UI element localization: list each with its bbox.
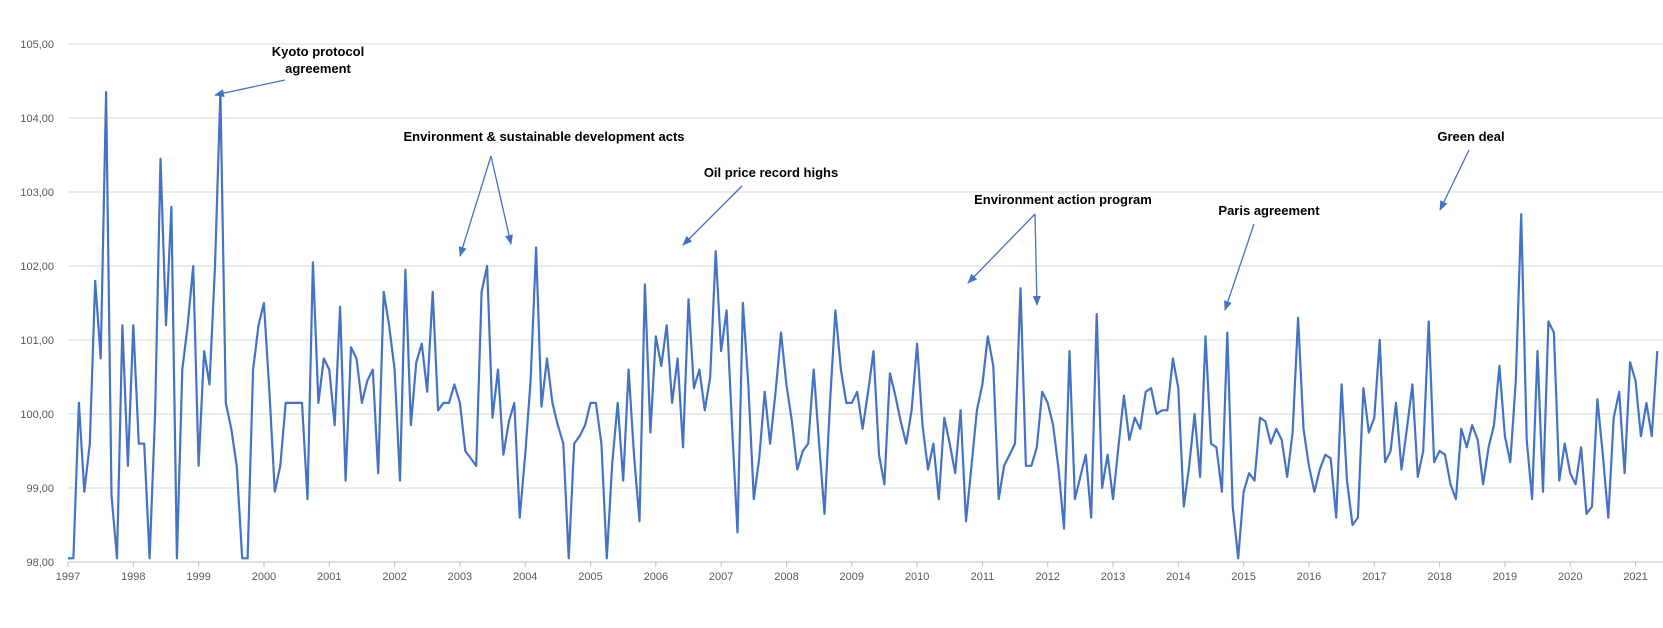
- annotation: Kyoto protocol agreement: [214, 44, 364, 98]
- x-tick-label: 2019: [1493, 571, 1517, 583]
- x-tick-label: 2004: [513, 571, 537, 583]
- annotation-arrow: [458, 155, 492, 257]
- annotations: Kyoto protocol agreement Environment & sus…: [214, 44, 1505, 311]
- annotation-arrow: [1032, 213, 1041, 306]
- y-tick-label: 100,00: [20, 409, 54, 421]
- annotation-arrow: [682, 185, 743, 246]
- annotation-arrow: [490, 155, 513, 245]
- annotation-label: Paris agreement: [1218, 203, 1320, 218]
- y-tick-label: 99,00: [26, 483, 54, 495]
- annotation: Environment action program: [967, 192, 1152, 306]
- y-tick-label: 98,00: [26, 557, 54, 569]
- x-tick-label: 2007: [709, 571, 733, 583]
- x-tick-label: 2003: [448, 571, 472, 583]
- y-tick-label: 102,00: [20, 261, 54, 273]
- x-tick-label: 1998: [121, 571, 145, 583]
- x-tick-label: 2005: [578, 571, 602, 583]
- x-tick-label: 1997: [56, 571, 80, 583]
- x-tick-label: 2000: [252, 571, 276, 583]
- x-axis-tick-labels: 1997 1998 1999 2000 2001 2002 2003 2004 2005 2006…: [56, 562, 1648, 583]
- x-tick-label: 1999: [186, 571, 210, 583]
- annotation: Environment & sustainable development ac…: [403, 129, 685, 257]
- annotation-label: Oil price record highs: [704, 165, 838, 180]
- annotation-label: Environment & sustainable development ac…: [403, 129, 684, 144]
- x-tick-label: 2010: [905, 571, 929, 583]
- annotation-arrow: [214, 79, 286, 98]
- y-axis-tick-labels: 98,00 99,00 100,00 101,00 102,00 103,00 104,00…: [20, 39, 54, 569]
- y-tick-label: 105,00: [20, 39, 54, 51]
- series-line: [68, 91, 1659, 560]
- x-tick-label: 2017: [1362, 571, 1386, 583]
- x-tick-label: 2001: [317, 571, 341, 583]
- x-tick-label: 2016: [1297, 571, 1321, 583]
- annotation-arrow: [1439, 149, 1470, 211]
- annotation-label: Kyoto protocol: [272, 44, 364, 59]
- y-tick-label: 101,00: [20, 335, 54, 347]
- x-tick-label: 2012: [1035, 571, 1059, 583]
- y-tick-label: 103,00: [20, 187, 54, 199]
- annotation-label: Environment action program: [974, 192, 1152, 207]
- x-tick-label: 2021: [1623, 571, 1647, 583]
- x-tick-label: 2014: [1166, 571, 1190, 583]
- x-tick-label: 2006: [644, 571, 668, 583]
- x-tick-label: 2002: [382, 571, 406, 583]
- x-tick-label: 2011: [971, 571, 995, 583]
- x-tick-label: 2009: [840, 571, 864, 583]
- x-tick-label: 2013: [1101, 571, 1125, 583]
- annotation: Green deal: [1437, 129, 1505, 211]
- annotation-arrow: [967, 213, 1036, 284]
- annotation-label: Green deal: [1437, 129, 1504, 144]
- annotation-label: agreement: [285, 61, 351, 76]
- x-tick-label: 2020: [1558, 571, 1582, 583]
- x-tick-label: 2008: [774, 571, 798, 583]
- x-tick-label: 2018: [1427, 571, 1451, 583]
- annotation-arrow: [1224, 223, 1255, 311]
- annotation: Paris agreement: [1218, 203, 1320, 311]
- y-tick-label: 104,00: [20, 113, 54, 125]
- annotation: Oil price record highs: [682, 165, 838, 246]
- x-tick-label: 2015: [1231, 571, 1255, 583]
